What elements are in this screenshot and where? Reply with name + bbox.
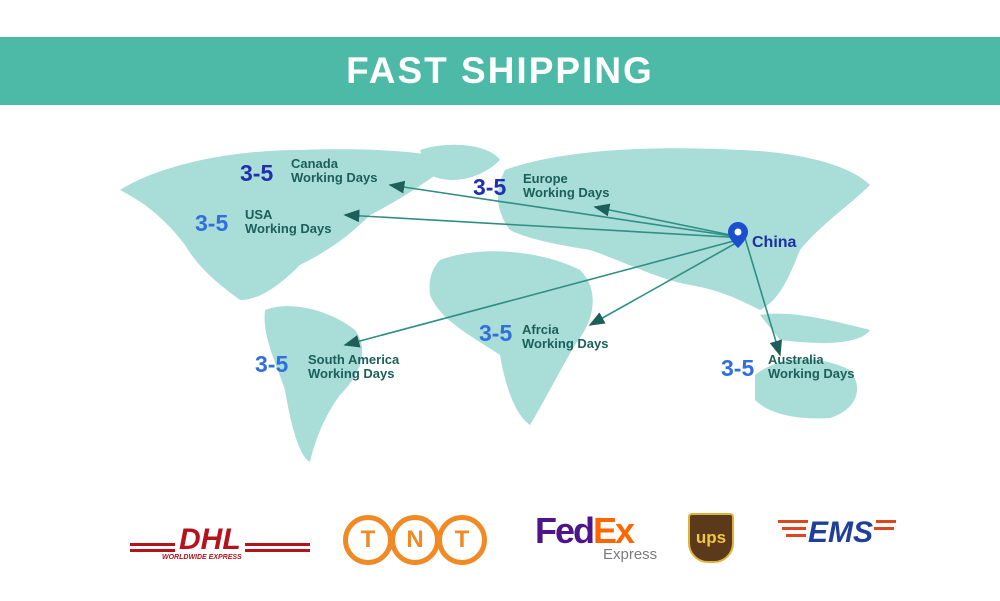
south-america-label: South America Working Days — [308, 352, 400, 381]
ems-logo: EMS — [778, 516, 898, 552]
route-usa — [343, 209, 746, 239]
route-south-america — [343, 237, 746, 348]
north-america — [120, 149, 455, 300]
canada-label: Canada Working Days — [291, 156, 378, 185]
south-america — [264, 306, 363, 462]
south-america-days: 3-5 — [255, 351, 289, 377]
dhl-logo: DHL WORLDWIDE EXPRESS — [130, 525, 310, 565]
africa-days: 3-5 — [479, 320, 513, 346]
origin-label: China — [752, 234, 797, 251]
africa-label: Afrcia Working Days — [522, 322, 609, 351]
route-europe — [593, 203, 746, 239]
title-banner: FAST SHIPPING — [0, 37, 1000, 105]
southeast-asia — [760, 313, 870, 343]
australia — [755, 359, 858, 419]
route-australia — [744, 237, 783, 357]
ups-logo: ups — [688, 513, 734, 563]
europe-label: Europe Working Days — [523, 171, 610, 200]
map-pin-icon — [728, 222, 748, 248]
australia-label: Australia Working Days — [768, 352, 855, 381]
usa-days: 3-5 — [195, 210, 229, 236]
australia-days: 3-5 — [721, 355, 755, 381]
shipping-routes — [343, 180, 783, 357]
page-title: FAST SHIPPING — [346, 50, 654, 91]
usa-label: USA Working Days — [245, 207, 332, 236]
greenland — [420, 144, 500, 180]
route-africa — [588, 237, 746, 326]
europe-days: 3-5 — [473, 174, 507, 200]
route-canada — [388, 180, 746, 239]
fedex-logo: FedEx Express — [535, 510, 658, 564]
canada-days: 3-5 — [240, 160, 274, 186]
africa — [429, 251, 593, 425]
